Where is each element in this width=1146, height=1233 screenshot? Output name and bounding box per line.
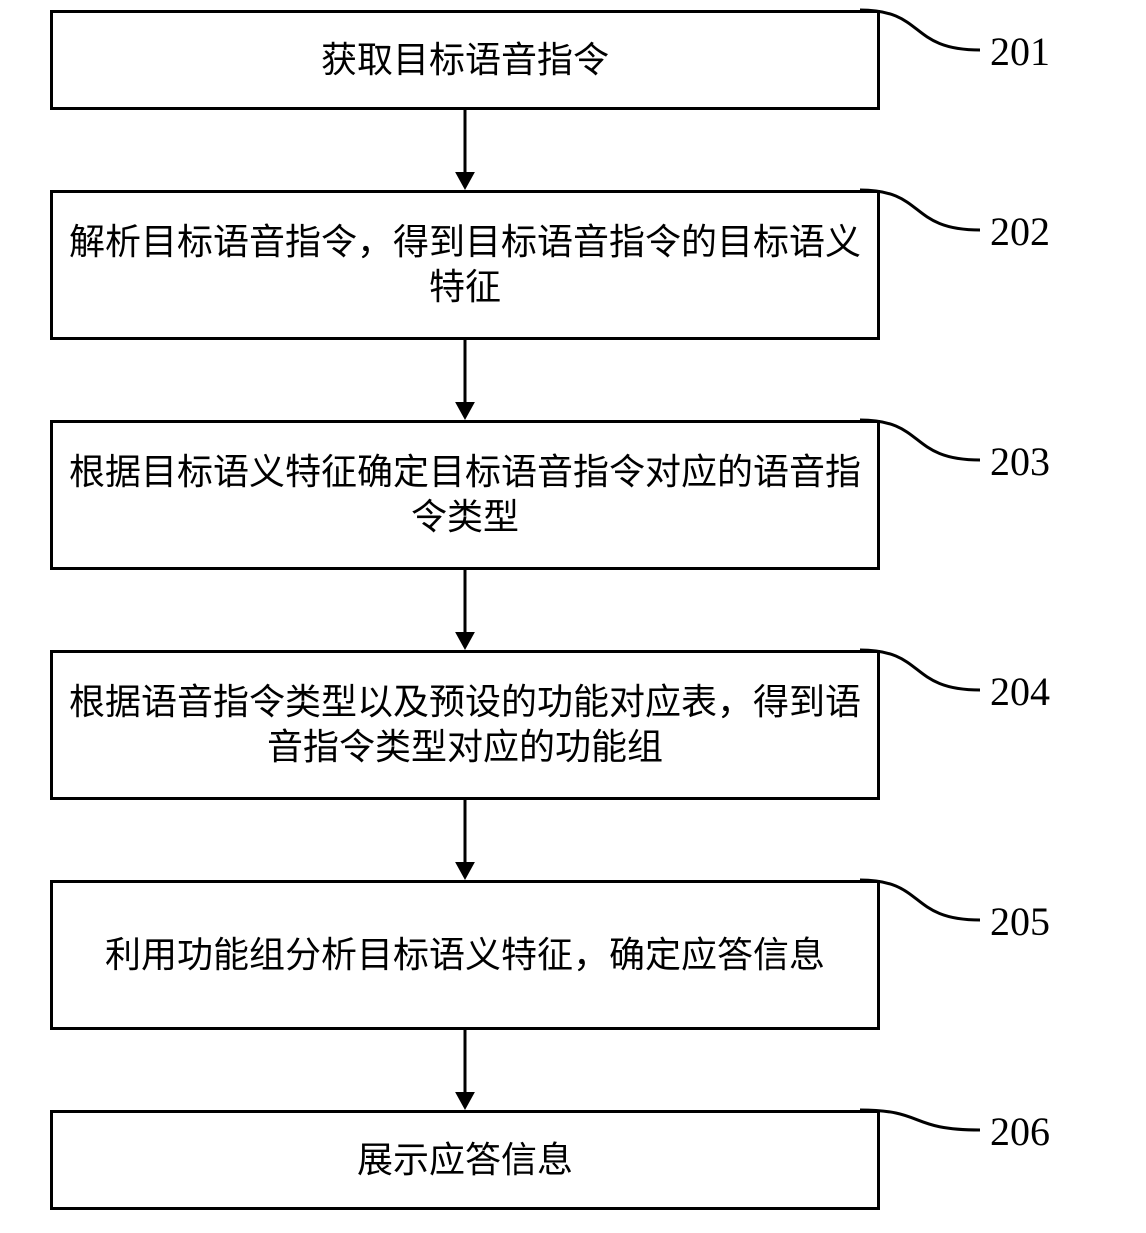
flowchart-arrow [445, 800, 485, 880]
flowchart-step-label: 204 [990, 668, 1050, 715]
flowchart-arrow [445, 570, 485, 650]
flowchart-node-text: 获取目标语音指令 [311, 34, 619, 87]
flowchart-node-text: 根据语音指令类型以及预设的功能对应表，得到语音指令类型对应的功能组 [53, 676, 877, 774]
flowchart-step-label: 203 [990, 438, 1050, 485]
flowchart-node-text: 利用功能组分析目标语义特征，确定应答信息 [95, 929, 835, 982]
flowchart-node-text: 根据目标语义特征确定目标语音指令对应的语音指令类型 [53, 446, 877, 544]
flowchart-arrow [445, 1030, 485, 1110]
flowchart-step-label: 202 [990, 208, 1050, 255]
flowchart-step-label: 201 [990, 28, 1050, 75]
flowchart-node-n204: 根据语音指令类型以及预设的功能对应表，得到语音指令类型对应的功能组 [50, 650, 880, 800]
flowchart-node-n205: 利用功能组分析目标语义特征，确定应答信息 [50, 880, 880, 1030]
flowchart-arrow [445, 110, 485, 190]
flowchart-node-n206: 展示应答信息 [50, 1110, 880, 1210]
flowchart-arrow [445, 340, 485, 420]
flowchart-node-n202: 解析目标语音指令，得到目标语音指令的目标语义特征 [50, 190, 880, 340]
flowchart-node-n203: 根据目标语义特征确定目标语音指令对应的语音指令类型 [50, 420, 880, 570]
flowchart-step-label: 205 [990, 898, 1050, 945]
flowchart-node-text: 解析目标语音指令，得到目标语音指令的目标语义特征 [53, 216, 877, 314]
flowchart-node-text: 展示应答信息 [347, 1134, 583, 1187]
flowchart-step-label: 206 [990, 1108, 1050, 1155]
flowchart-node-n201: 获取目标语音指令 [50, 10, 880, 110]
